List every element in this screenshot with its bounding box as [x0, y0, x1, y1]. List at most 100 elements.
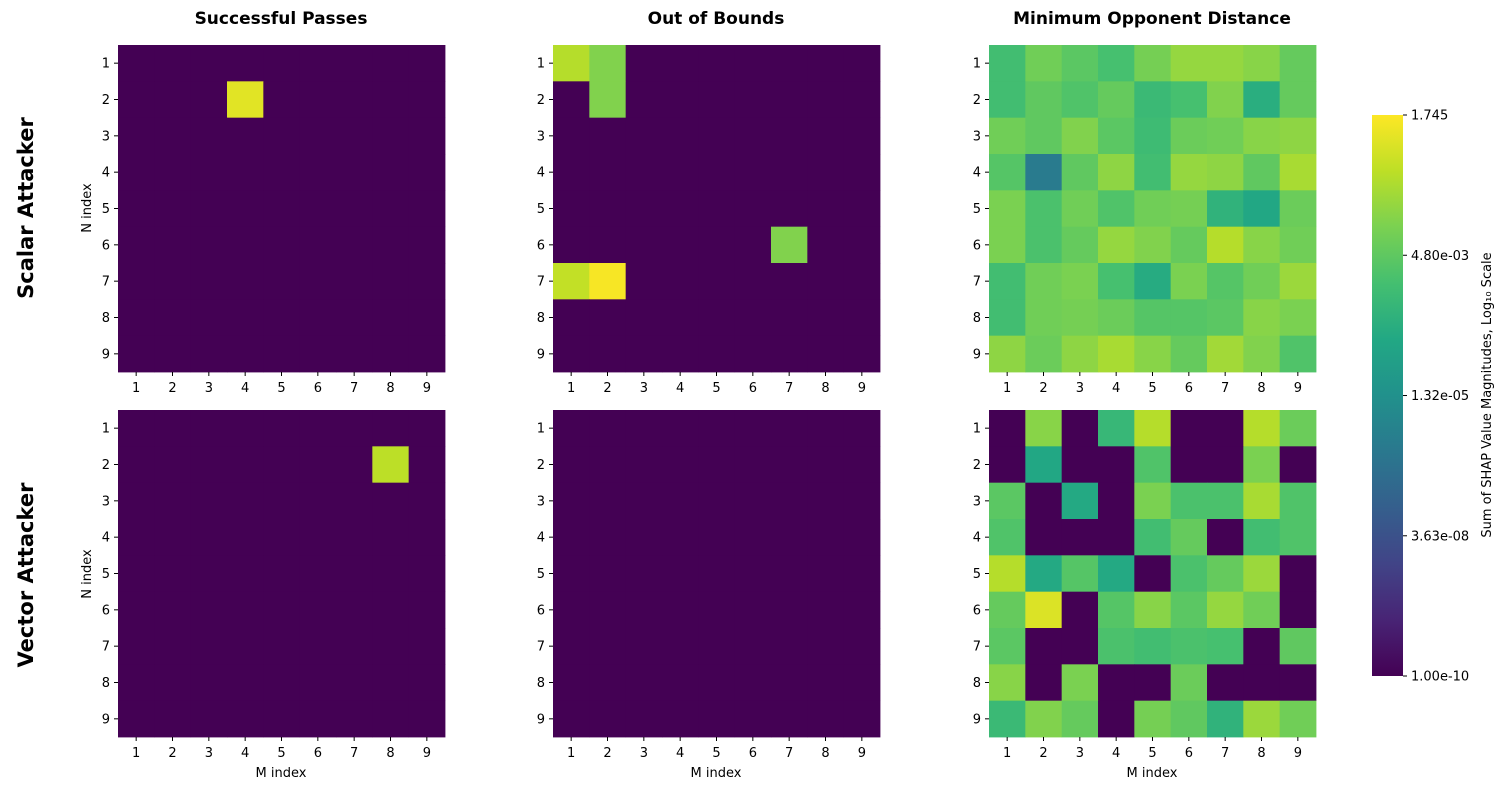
colorbar: 1.745 4.80e-03 1.32e-05 3.63e-08 1.00e-10 Su… [1372, 109, 1495, 685]
heatmap-cell [336, 81, 373, 119]
x-tick-label: 5 [277, 746, 285, 761]
row-title-scalar-attacker: Scalar Attacker [14, 116, 38, 298]
heatmap-cell [118, 410, 155, 447]
y-tick-label: 5 [973, 202, 981, 217]
y-tick-label: 3 [537, 129, 545, 144]
heatmap-cell [1098, 45, 1135, 82]
heatmap-cell [843, 664, 881, 702]
heatmap-cell [1207, 299, 1244, 337]
heatmap-cell [1025, 410, 1063, 447]
heatmap-cell [263, 45, 301, 82]
heatmap-cell [372, 519, 410, 556]
heatmap-cell [589, 263, 627, 300]
heatmap-cell [299, 482, 337, 520]
heatmap-cell [807, 519, 845, 556]
heatmap-cell [263, 117, 301, 155]
heatmap-cell [771, 482, 808, 520]
heatmap-cell [227, 117, 264, 155]
heatmap-cell [408, 628, 446, 665]
y-tick-label: 7 [973, 275, 981, 290]
heatmap-cell [1098, 263, 1135, 300]
heatmap-cell [154, 299, 192, 337]
heatmap-cell [734, 482, 772, 520]
heatmap-cell [625, 555, 663, 593]
x-tick-label: 6 [749, 381, 757, 396]
heatmap-cell [1098, 482, 1135, 520]
heatmap-cell [843, 410, 881, 447]
heatmap-cell [336, 482, 373, 520]
heatmap-cell [1134, 263, 1172, 300]
heatmap-cell [1243, 700, 1281, 738]
x-tick-label: 4 [1112, 746, 1120, 761]
heatmap-cell [299, 446, 337, 484]
heatmap-cell [625, 299, 663, 337]
heatmap-cell [1025, 299, 1063, 337]
heatmap-cell [807, 335, 845, 373]
heatmap-cell [553, 81, 590, 119]
heatmap-cell [227, 154, 264, 191]
heatmap-cell [1061, 410, 1099, 447]
heatmap-cell [1279, 446, 1317, 484]
heatmap-cell [989, 410, 1026, 447]
x-tick-label: 6 [1185, 746, 1193, 761]
y-tick-label: 2 [102, 458, 110, 473]
heatmap-cell [118, 335, 155, 373]
heatmap-cell [190, 335, 228, 373]
heatmap-cell [589, 45, 627, 82]
heatmap-cell [227, 519, 264, 556]
heatmap-cell [553, 154, 590, 191]
heatmap-cell [190, 263, 228, 300]
heatmap-cell [1134, 591, 1172, 629]
heatmap-cell [1170, 555, 1208, 593]
x-tick-label: 1 [567, 381, 575, 396]
heatmap-cell [299, 81, 337, 119]
heatmap-cell [1061, 482, 1099, 520]
y-tick-label: 1 [973, 57, 981, 72]
x-tick-label: 2 [168, 381, 176, 396]
heatmap-cell [263, 410, 301, 447]
heatmap-cell [118, 45, 155, 82]
heatmap-cell [698, 664, 736, 702]
x-tick-label: 9 [1294, 746, 1302, 761]
heatmap-cell [989, 45, 1026, 82]
heatmap-cell [1207, 263, 1244, 300]
heatmap-cell [408, 700, 446, 738]
heatmap-cell [698, 628, 736, 665]
heatmap-cell [1098, 190, 1135, 228]
heatmap-cell [771, 555, 808, 593]
heatmap-cell [1134, 81, 1172, 119]
y-tick-label: 8 [102, 676, 110, 691]
heatmap-cell [227, 263, 264, 300]
heatmap-cell [372, 45, 410, 82]
heatmap-cell [1061, 446, 1099, 484]
heatmap-cell [336, 117, 373, 155]
heatmap-cell [1170, 591, 1208, 629]
heatmap-cell [1243, 299, 1281, 337]
heatmap-cell [843, 45, 881, 82]
heatmap-cell [1098, 446, 1135, 484]
heatmap-cell [1025, 555, 1063, 593]
y-tick-label: 4 [537, 531, 545, 546]
heatmap-cell [807, 226, 845, 264]
heatmap-cell [771, 628, 808, 665]
x-tick-label: 3 [1076, 381, 1084, 396]
heatmap-cell [553, 226, 590, 264]
heatmap-cell [589, 591, 627, 629]
heatmap-cell [807, 154, 845, 191]
heatmap-cell [263, 190, 301, 228]
heatmap-cell [1134, 117, 1172, 155]
heatmap-cell [1061, 154, 1099, 191]
heatmap-cell [1207, 117, 1244, 155]
heatmap-cell [1170, 81, 1208, 119]
heatmap-cell [807, 117, 845, 155]
heatmap-cell [1061, 45, 1099, 82]
heatmap-cell [154, 226, 192, 264]
heatmap-cell [662, 446, 699, 484]
heatmap-cell [408, 263, 446, 300]
y-tick-label: 1 [537, 422, 545, 437]
heatmap-cell [1098, 299, 1135, 337]
heatmap-panel-vector-attacker-successful-passes: 1 2 3 4 5 6 7 8 9 1 2 3 4 5 6 7 8 9 [102, 410, 446, 761]
y-tick-label: 2 [102, 93, 110, 108]
heatmap-cell [1279, 226, 1317, 264]
heatmap-cell [372, 555, 410, 593]
